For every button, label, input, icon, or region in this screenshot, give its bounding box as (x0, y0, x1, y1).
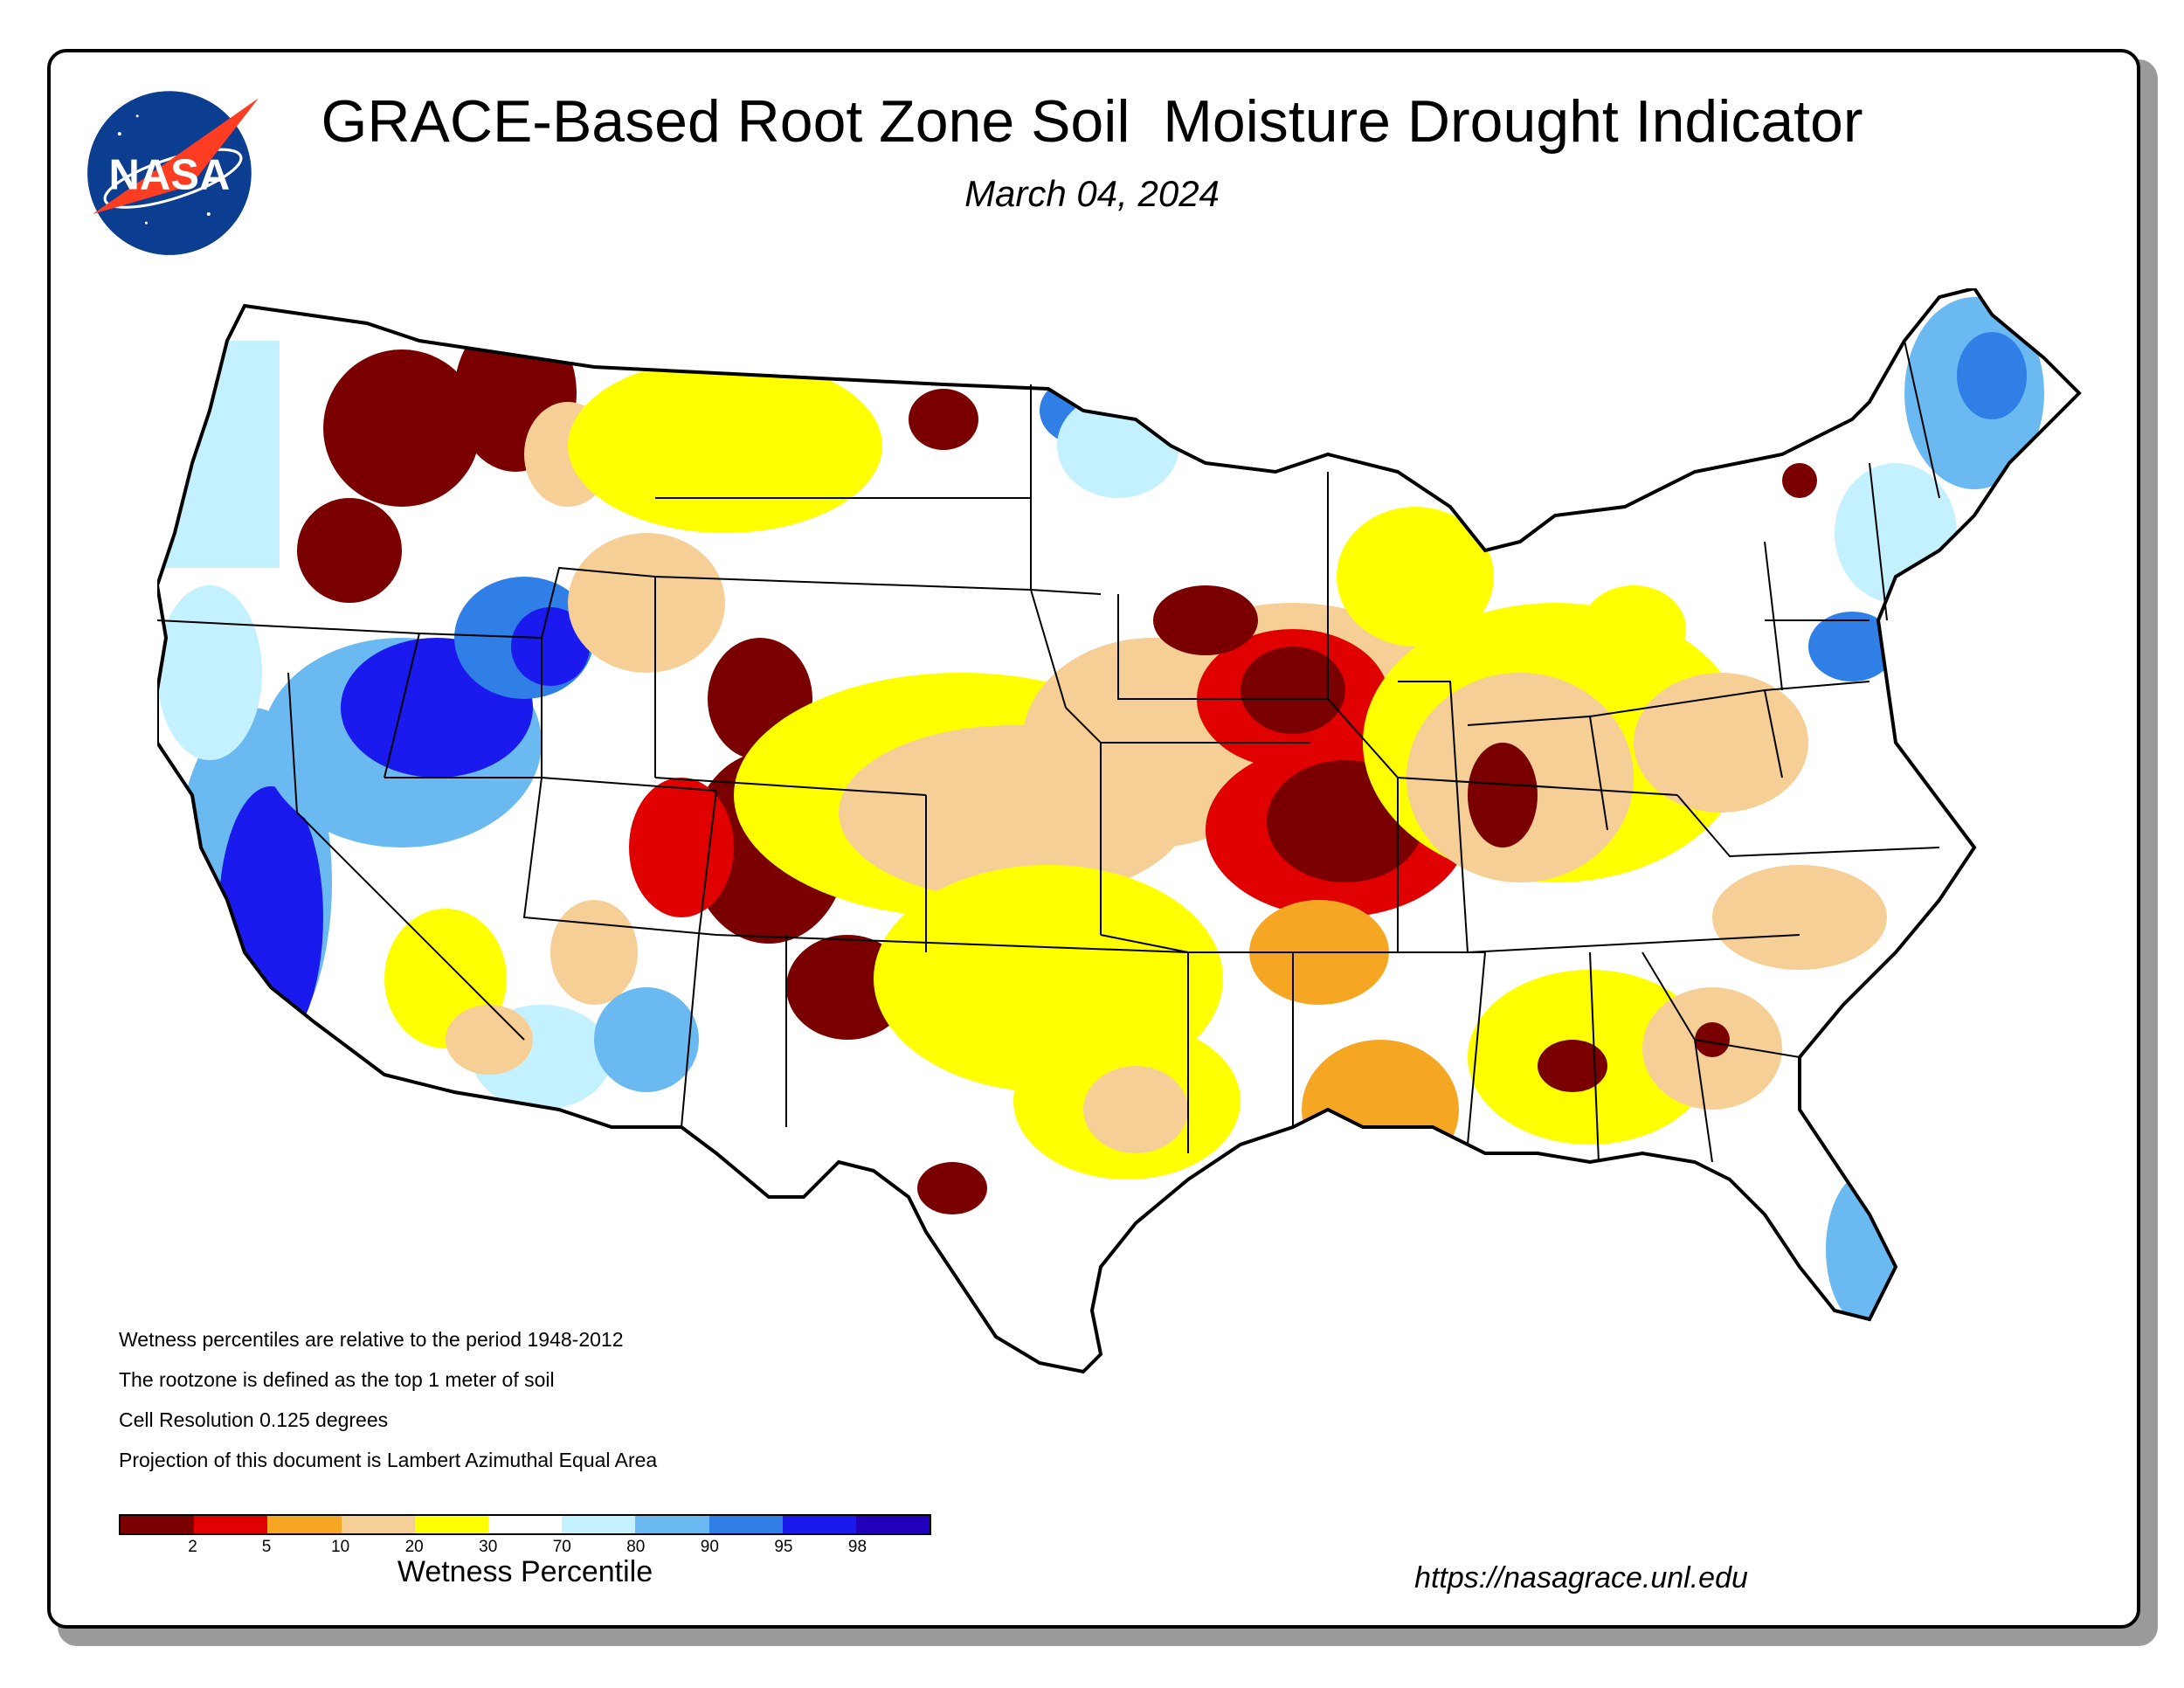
note-cell-resolution: Cell Resolution 0.125 degrees (119, 1408, 389, 1431)
legend-swatch (855, 1516, 930, 1533)
legend-tick-label: 98 (847, 1538, 867, 1556)
map-title: GRACE-Based Root Zone Soil Moisture Drou… (321, 88, 1863, 155)
legend-tick-label: 2 (188, 1538, 197, 1556)
legend-tick-labels: 2 5 10 20 30 70 80 90 95 98 (119, 1538, 931, 1559)
legend-tick-label: 80 (626, 1538, 646, 1556)
legend-tick-label: 95 (774, 1538, 793, 1556)
note-projection: Projection of this document is Lambert A… (119, 1449, 658, 1471)
legend-swatch (562, 1516, 636, 1533)
legend-tick-label: 5 (261, 1538, 272, 1556)
legend-swatch (635, 1516, 709, 1533)
legend-swatch (487, 1516, 563, 1533)
note-percentile-period: Wetness percentiles are relative to the … (119, 1328, 624, 1351)
legend-swatch (341, 1516, 415, 1533)
legend-swatch (267, 1516, 342, 1533)
nasa-logo-text: NASA (109, 151, 231, 198)
note-rootzone-definition: The rootzone is defined as the top 1 met… (119, 1368, 555, 1391)
map-notes: Wetness percentiles are relative to the … (119, 1319, 657, 1480)
legend-tick-label: 70 (552, 1538, 571, 1556)
conus-outline (157, 288, 2082, 1374)
source-url[interactable]: https://nasagrace.unl.edu (1414, 1561, 1748, 1595)
legend-color-bar (119, 1514, 931, 1535)
legend-swatch (194, 1516, 268, 1533)
legend-swatch (121, 1516, 195, 1533)
legend-title: Wetness Percentile (397, 1555, 653, 1588)
legend-swatch (782, 1516, 856, 1533)
conus-soil-moisture-map (157, 288, 2082, 1374)
legend-swatch (708, 1516, 783, 1533)
state-boundaries (157, 340, 1940, 1163)
legend-tick-label: 20 (404, 1538, 424, 1556)
legend-tick-label: 10 (331, 1538, 350, 1556)
map-date: March 04, 2024 (964, 173, 1220, 214)
legend-tick-label: 90 (700, 1538, 719, 1556)
legend-tick-label: 30 (479, 1538, 498, 1556)
nasa-logo-icon: NASA (87, 91, 259, 255)
legend-swatch (414, 1516, 488, 1533)
